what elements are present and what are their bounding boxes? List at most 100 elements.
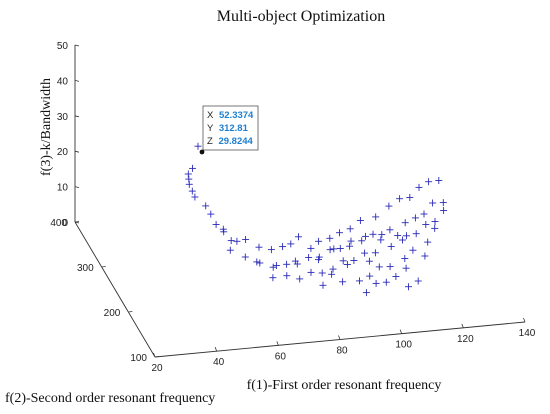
z-tick-mark [74,221,80,224]
data-point [412,230,420,238]
data-point [267,246,275,254]
data-point [272,262,280,269]
data-point [366,272,374,280]
data-point [191,193,199,201]
datatip-z-value: 29.8244 [218,136,253,147]
data-point [307,268,315,276]
data-point [330,245,338,253]
y-tick-mark [154,356,160,358]
x-tick-mark [461,323,464,328]
x-tick-label: 120 [457,334,474,345]
datatip[interactable]: X 52.3374 Y 312.81 Z 29.8244 [199,105,259,155]
data-point [185,175,193,183]
x-tick-label: 100 [395,340,412,351]
data-point [212,221,220,228]
chart-title: Multi-object Optimization [217,8,385,25]
data-point [226,246,234,254]
data-point [241,253,249,261]
data-point [385,202,393,210]
z-tick-label: 10 [57,183,69,194]
data-point [435,177,443,184]
data-point [424,238,432,246]
data-point [411,214,419,222]
data-point [220,228,228,236]
z-tick-mark [74,150,80,153]
data-point [375,263,383,271]
y-tick-mark [101,266,106,268]
data-point [315,256,322,264]
datatip-z-key: Z [207,136,213,147]
datatip-y-key: Y [207,123,214,134]
data-point [202,202,210,210]
data-point [188,187,196,195]
data-point [339,278,347,286]
z-tick-label: 20 [57,147,69,158]
data-point [369,230,377,238]
data-point [399,236,406,244]
data-point [414,277,422,285]
data-point [336,229,343,237]
data-point [185,180,193,188]
data-point [318,269,326,277]
data-point [287,240,295,248]
data-point [421,252,429,260]
data-point [356,217,364,224]
data-point [396,195,404,203]
data-point [431,224,439,232]
data-point [347,237,355,245]
x-tick-mark [523,317,526,323]
x-axis-label: f(1)-First order resonant frequency [247,378,442,393]
data-point [346,225,354,233]
x-tick-label: 140 [519,328,536,339]
data-point [392,273,400,280]
datatip-y-value: 312.81 [219,123,249,134]
data-point [207,210,215,218]
data-point [296,275,304,283]
y-tick-label: 400 [50,218,67,229]
data-point [184,170,192,178]
z-tick-label: 50 [57,41,69,52]
data-point [401,255,409,262]
x-tick-label: 80 [336,346,348,357]
z-axis-label: f(3)-k/Bandwidth [39,78,54,176]
datatip-x-key: X [207,110,214,121]
data-point [269,263,277,271]
data-point [406,194,414,201]
z-tick-mark [74,115,80,118]
datatip-marker [199,149,205,155]
data-point [422,221,430,228]
z-tick-mark [74,44,80,47]
data-point [269,274,277,282]
data-points [184,142,448,297]
x-tick-mark [338,335,341,340]
z-tick-label: 40 [57,76,69,87]
data-point [362,232,369,240]
data-point [371,249,379,257]
data-point [439,199,447,207]
data-point [227,237,235,245]
data-point [425,178,433,186]
data-point [387,243,395,250]
x-tick-label: 60 [275,351,287,362]
data-point [386,263,394,271]
z-tick-mark [74,186,80,188]
data-point [194,142,202,150]
data-point [291,257,299,265]
data-point [283,260,291,268]
data-point [319,281,327,289]
data-point [415,183,423,191]
data-point [256,259,264,267]
x-tick-mark [153,352,156,358]
data-point [372,213,380,221]
data-point [189,164,196,172]
data-point [401,219,409,227]
x-tick-mark [276,341,279,346]
data-point [305,254,313,261]
data-point [356,277,363,285]
z-tick-label: 30 [57,112,69,123]
data-point [326,246,334,254]
data-point [315,237,323,245]
data-point [253,258,261,266]
